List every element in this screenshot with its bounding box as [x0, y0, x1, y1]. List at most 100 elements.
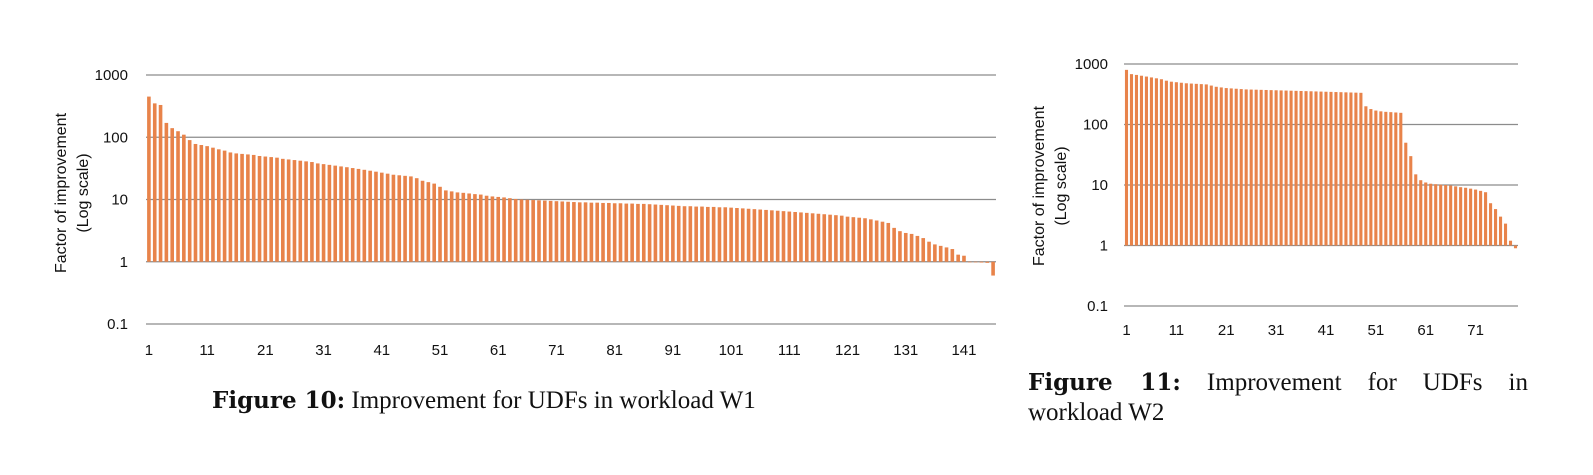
y-tick-labels: 1000 100 10 1 0.1	[1075, 56, 1108, 315]
x-tick-label: 21	[1218, 322, 1235, 339]
bar	[1249, 89, 1253, 246]
bar	[473, 194, 477, 262]
bar	[1229, 88, 1233, 246]
bar	[350, 168, 355, 262]
bar	[595, 202, 600, 262]
bar	[1449, 185, 1453, 246]
bar	[851, 217, 856, 262]
bars	[147, 96, 995, 276]
bar	[1269, 90, 1273, 246]
bar	[1154, 78, 1158, 246]
chart-w2: Factor of improvement (Log scale) 100010…	[1031, 56, 1518, 339]
bar	[228, 152, 233, 262]
bar	[1274, 90, 1278, 246]
bar	[711, 206, 716, 262]
bar	[1479, 190, 1483, 246]
bar	[1459, 187, 1463, 246]
bar	[496, 196, 501, 262]
bar	[828, 214, 832, 262]
bar	[292, 160, 297, 262]
x-tick-label: 11	[199, 342, 215, 359]
bar	[1129, 74, 1134, 246]
bar	[1304, 91, 1308, 246]
bar	[1508, 240, 1513, 246]
bar	[1149, 77, 1153, 246]
bar	[787, 211, 792, 262]
bar	[1144, 76, 1148, 246]
bar	[857, 217, 861, 262]
bar	[1469, 188, 1473, 246]
bar	[717, 207, 722, 262]
bar	[1444, 185, 1448, 246]
bar	[898, 231, 902, 262]
y-tick-labels: 1000 100 10 1 0.1	[95, 67, 128, 333]
bar	[665, 205, 669, 262]
x-tick-label: 31	[1268, 322, 1285, 339]
figure-caption-10: Figure 10: Improvement for UDFs in workl…	[212, 386, 756, 416]
bar	[269, 157, 273, 262]
bar	[310, 162, 314, 262]
bar	[967, 261, 972, 263]
bar	[455, 192, 460, 262]
bar	[921, 238, 926, 262]
bar	[758, 209, 763, 262]
bar	[339, 166, 343, 262]
bar	[618, 203, 623, 262]
bar	[822, 214, 827, 262]
bar	[1404, 142, 1408, 246]
bar	[816, 213, 821, 262]
bar	[1204, 84, 1208, 246]
bar	[694, 206, 698, 262]
x-tick-label: 51	[432, 342, 449, 359]
bar	[735, 208, 739, 262]
bar	[647, 204, 652, 262]
bar	[915, 235, 920, 262]
bar	[1498, 216, 1503, 246]
bar	[147, 96, 151, 262]
bar	[1244, 89, 1248, 246]
bar	[1284, 90, 1288, 246]
bar	[589, 202, 594, 262]
bar	[1419, 180, 1423, 246]
bar	[298, 160, 303, 262]
bar	[211, 147, 215, 262]
bar	[414, 178, 419, 262]
bar	[892, 227, 896, 262]
x-tick-label: 81	[606, 342, 623, 359]
bar	[251, 154, 256, 262]
y-tick-label: 10	[1091, 177, 1108, 194]
bar	[810, 213, 815, 262]
bar	[1339, 92, 1343, 246]
bar	[531, 200, 535, 262]
bar	[315, 163, 320, 262]
bar	[845, 216, 850, 262]
x-tick-label: 121	[835, 342, 860, 359]
bar	[1324, 91, 1328, 246]
bar	[1494, 209, 1498, 246]
x-tick-label: 1	[1122, 322, 1130, 339]
bar	[1389, 112, 1393, 246]
bar	[1484, 192, 1488, 246]
bar	[519, 199, 524, 262]
bar	[1124, 69, 1129, 246]
bar	[234, 153, 239, 262]
bar	[1164, 80, 1168, 246]
bar	[467, 193, 471, 262]
bar	[723, 207, 728, 262]
bar	[368, 170, 372, 262]
bar	[257, 155, 262, 262]
chart-w1: Factor of improvement (Log scale) 100010…	[53, 67, 996, 359]
bar	[1464, 187, 1468, 246]
bar	[962, 255, 966, 262]
bar	[374, 171, 378, 262]
bar	[1219, 87, 1223, 246]
bar	[566, 201, 570, 262]
bar	[1513, 245, 1518, 249]
bar	[385, 173, 390, 262]
bar	[449, 191, 454, 262]
bar	[869, 219, 873, 262]
figure-label: Figure 10:	[212, 387, 346, 414]
bar	[548, 200, 553, 262]
bar	[275, 157, 279, 262]
